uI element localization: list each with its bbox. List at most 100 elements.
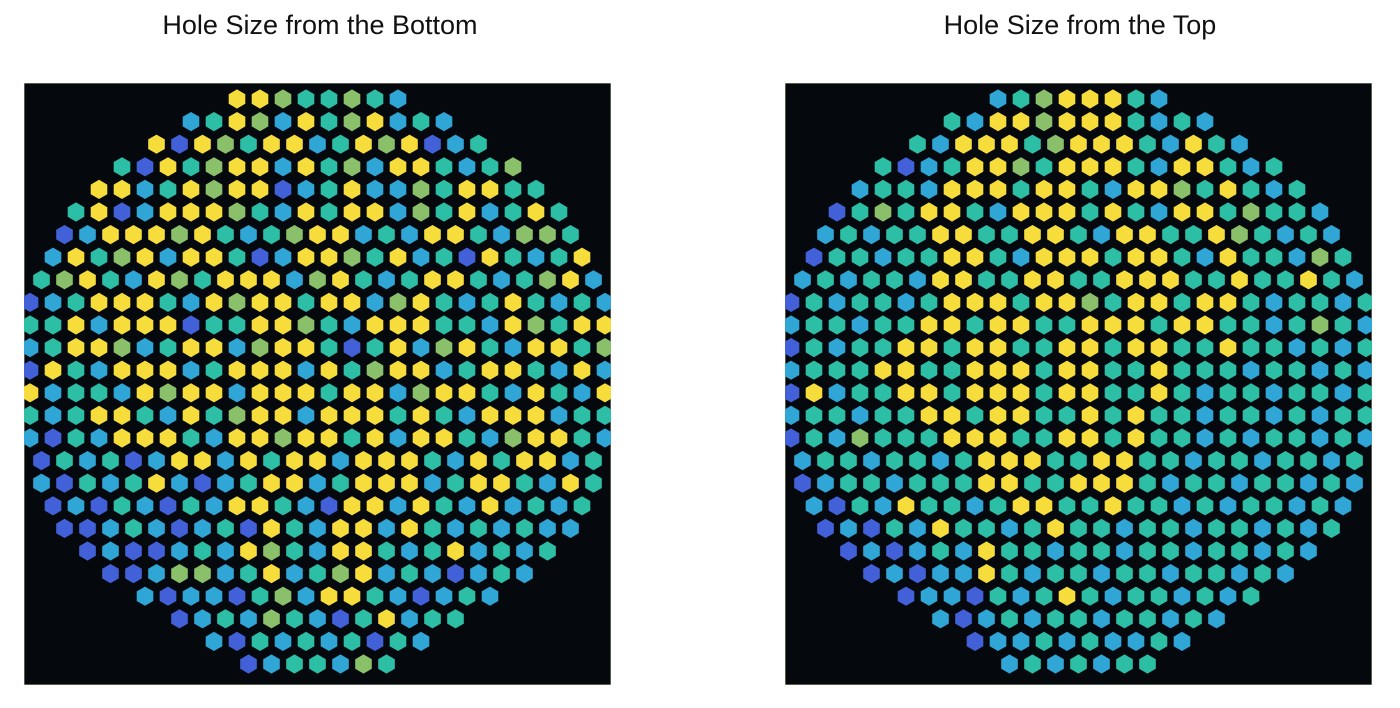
hole-cell: [320, 179, 338, 199]
hole-cell: [805, 338, 823, 358]
hole-cell: [943, 360, 961, 380]
hole-cell: [481, 338, 499, 358]
hole-cell: [435, 112, 453, 132]
hole-cell: [320, 405, 338, 425]
hole-cell: [447, 564, 464, 584]
hole-cell: [159, 202, 177, 222]
hole-cell: [274, 338, 292, 358]
hole-cell: [1012, 586, 1030, 606]
hole-cell: [1196, 496, 1214, 516]
hole-cell: [1139, 270, 1156, 290]
hole-cell: [240, 609, 257, 629]
hole-cell: [355, 564, 372, 584]
hole-cell: [1058, 360, 1076, 380]
hole-cell: [1323, 270, 1340, 290]
hole-cell: [458, 428, 476, 448]
hole-cell: [573, 292, 591, 312]
hole-cell: [989, 428, 1007, 448]
hole-cell: [458, 292, 476, 312]
hole-cell: [389, 89, 407, 109]
hole-cell: [1001, 541, 1018, 561]
hole-cell: [562, 270, 579, 290]
hole-cell: [297, 586, 315, 606]
hole-cell: [1231, 518, 1248, 538]
hole-cell: [851, 383, 869, 403]
hole-cell: [113, 383, 131, 403]
hole-cell: [171, 225, 188, 245]
hole-cell: [1173, 360, 1191, 380]
hole-cell: [539, 473, 556, 493]
hole-cell: [205, 496, 223, 516]
hole-cell: [909, 134, 926, 154]
hole-cell: [79, 270, 96, 290]
hole-cell: [435, 247, 453, 267]
hole-cell: [343, 360, 361, 380]
hole-cell: [44, 292, 62, 312]
hole-cell: [1012, 202, 1030, 222]
hole-cell: [251, 360, 269, 380]
hole-cell: [989, 405, 1007, 425]
hole-cell: [205, 315, 223, 335]
hole-cell: [343, 89, 361, 109]
hole-cell: [562, 518, 579, 538]
hole-cell: [1035, 89, 1053, 109]
hole-cell: [1035, 292, 1053, 312]
hole-cell: [171, 134, 188, 154]
hole-cell: [79, 518, 96, 538]
hole-cell: [274, 292, 292, 312]
hole-cell: [24, 338, 39, 358]
hole-cell: [989, 247, 1007, 267]
hole-cell: [1139, 654, 1156, 674]
hole-cell: [286, 564, 303, 584]
hole-cell: [24, 360, 39, 380]
hole-cell: [585, 270, 602, 290]
hole-cell: [343, 157, 361, 177]
hole-cell: [378, 654, 395, 674]
hole-cell: [309, 518, 326, 538]
hole-cell: [1047, 270, 1064, 290]
hole-cell: [263, 451, 280, 471]
hole-cell: [1334, 338, 1352, 358]
hole-cell: [493, 270, 510, 290]
hole-cell: [943, 428, 961, 448]
hole-cell: [1093, 541, 1110, 561]
hole-cell: [309, 564, 326, 584]
hole-cell: [67, 428, 85, 448]
hole-cell: [863, 564, 880, 584]
hole-cell: [573, 405, 591, 425]
hole-cell: [943, 292, 961, 312]
hole-cell: [1208, 564, 1225, 584]
hole-cell: [447, 518, 464, 538]
hole-cell: [1323, 451, 1340, 471]
hole-cell: [817, 518, 834, 538]
hole-cell: [424, 541, 441, 561]
hole-cell: [194, 473, 211, 493]
hole-cell: [920, 315, 938, 335]
hole-cell: [481, 202, 499, 222]
hole-cell: [251, 179, 269, 199]
hole-cell: [435, 383, 453, 403]
hole-cell: [309, 609, 326, 629]
hole-cell: [886, 270, 903, 290]
hole-cell: [1300, 518, 1317, 538]
hole-cell: [1242, 405, 1260, 425]
hole-cell: [1139, 609, 1156, 629]
hole-cell: [44, 247, 62, 267]
hole-cell: [263, 541, 280, 561]
hole-cell: [159, 360, 177, 380]
hole-cell: [332, 541, 349, 561]
hole-cell: [481, 360, 499, 380]
hole-cell: [113, 338, 131, 358]
hole-cell: [1081, 428, 1099, 448]
hole-cell: [240, 564, 257, 584]
hole-cell: [1311, 405, 1329, 425]
hole-cell: [1001, 225, 1018, 245]
hole-cell: [1035, 247, 1053, 267]
hole-cell: [297, 631, 315, 651]
hole-cell: [897, 383, 915, 403]
hole-cell: [989, 292, 1007, 312]
hole-cell: [1208, 451, 1225, 471]
hole-cell: [182, 496, 200, 516]
hole-cell: [320, 89, 338, 109]
hole-cell: [1288, 315, 1306, 335]
